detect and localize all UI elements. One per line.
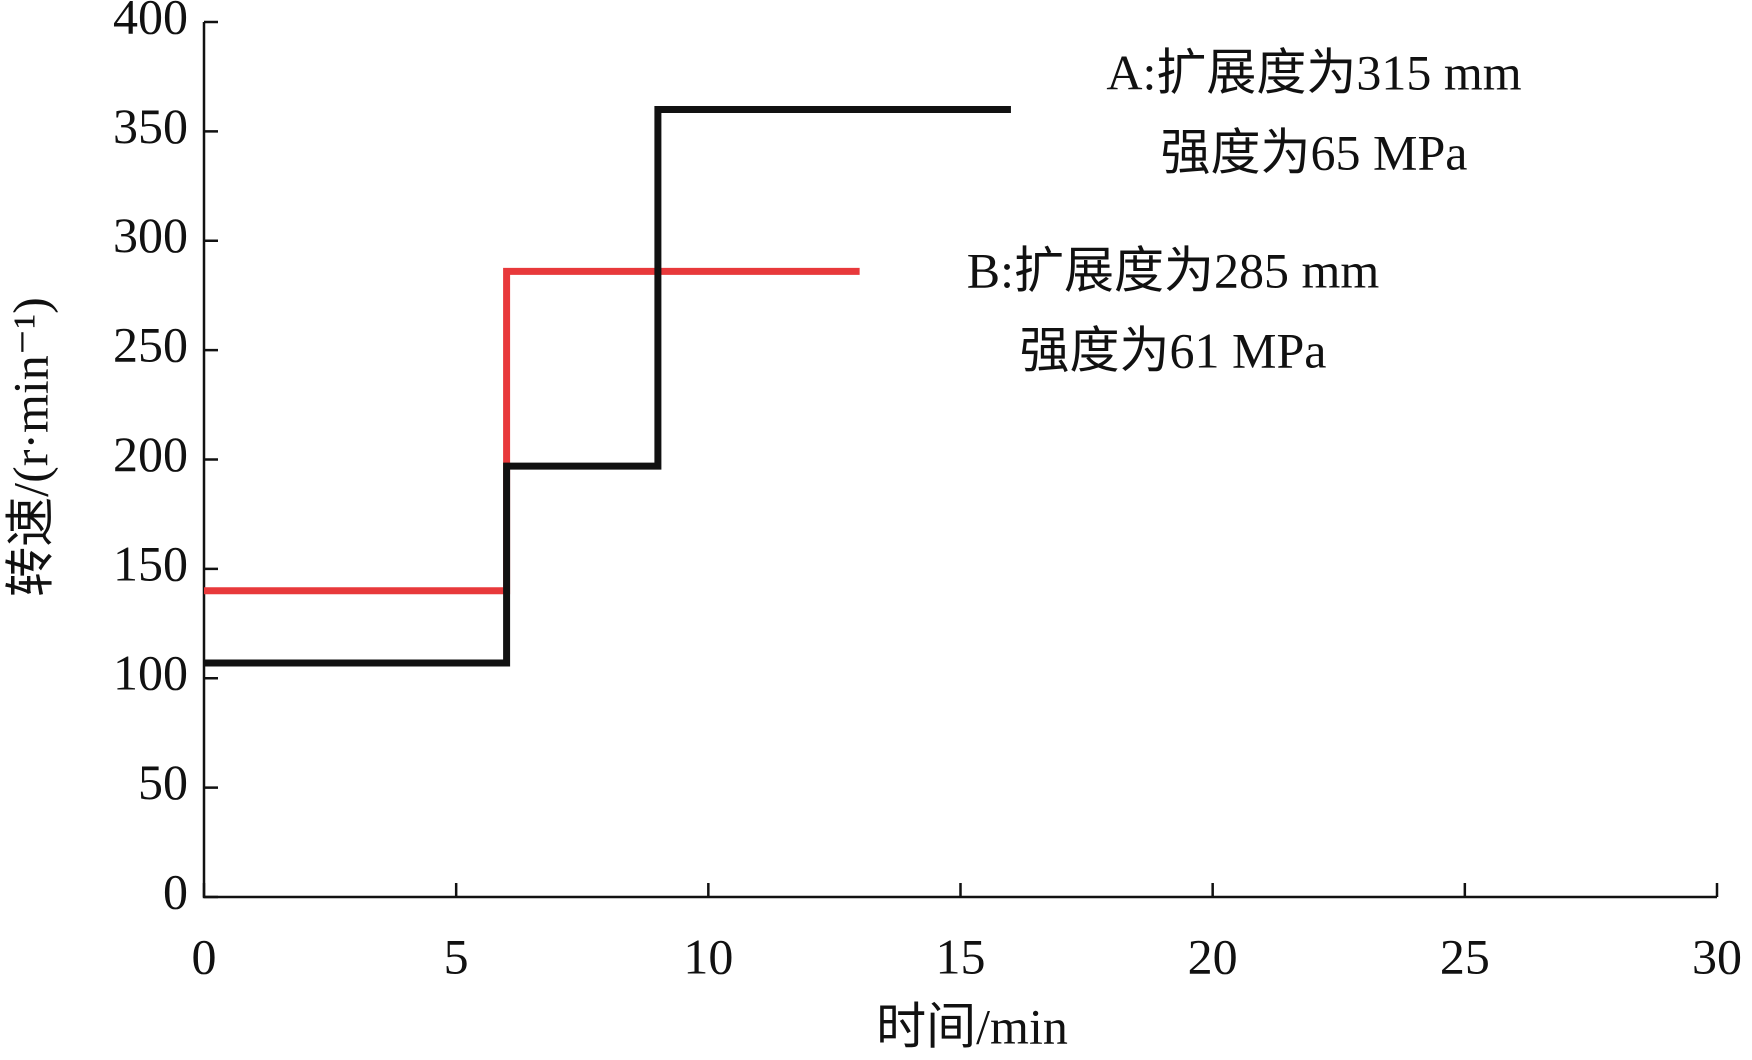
annotation: B:扩展度为285 mm: [967, 242, 1380, 298]
axes: [202, 22, 1717, 899]
x-axis-label: 时间/min: [876, 998, 1068, 1054]
x-tick-label: 5: [444, 928, 469, 984]
x-tick-label: 25: [1440, 928, 1490, 984]
y-tick-label: 200: [113, 426, 188, 482]
annotation: A:扩展度为315 mm: [1106, 44, 1521, 100]
y-tick-label: 400: [113, 0, 188, 44]
x-tick-label: 15: [936, 928, 986, 984]
x-tick-label: 10: [683, 928, 733, 984]
x-tick-label: 30: [1692, 928, 1742, 984]
y-tick-label: 300: [113, 207, 188, 263]
y-tick-label: 50: [138, 754, 188, 810]
series-line: [204, 106, 1011, 667]
y-tick-label: 250: [113, 317, 188, 373]
annotation: 强度为65 MPa: [1161, 124, 1468, 180]
y-tick-label: 0: [163, 863, 188, 919]
x-tick-label: 0: [192, 928, 217, 984]
y-tick-label: 150: [113, 535, 188, 591]
x-tick-label: 20: [1188, 928, 1238, 984]
y-axis-label: 转速/(r·min⁻¹): [2, 297, 58, 597]
annotation: 强度为61 MPa: [1020, 322, 1327, 378]
y-tick-label: 350: [113, 98, 188, 154]
series-line: [204, 267, 860, 595]
y-tick-label: 100: [113, 645, 188, 701]
